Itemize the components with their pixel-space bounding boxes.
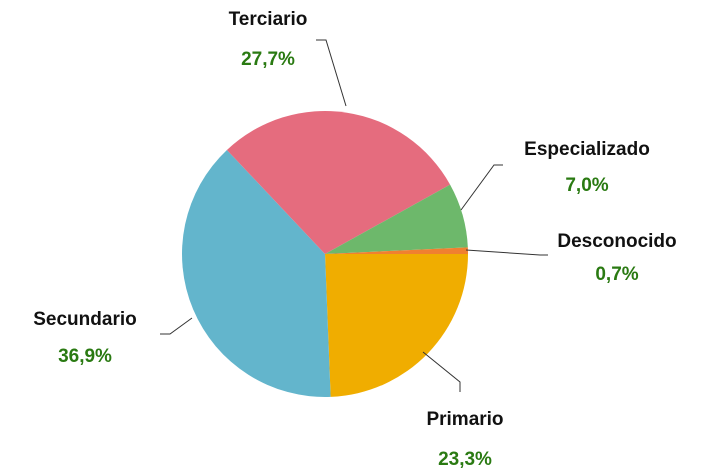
value-label: 27,7%	[241, 49, 295, 70]
category-label: Terciario	[229, 9, 308, 30]
pie-slice	[325, 184, 468, 254]
value-label: 23,3%	[438, 449, 492, 470]
category-label: Especializado	[524, 139, 650, 160]
pie-slice	[226, 111, 451, 255]
value-label: 7,0%	[565, 175, 608, 196]
leader-line	[460, 164, 503, 211]
value-label: 36,9%	[58, 346, 112, 367]
pie-slice	[325, 247, 468, 254]
category-label: Secundario	[33, 309, 136, 330]
leader-line	[316, 39, 347, 107]
pie-slice	[325, 254, 468, 397]
leader-line	[465, 249, 548, 256]
value-label: 0,7%	[595, 264, 638, 285]
pie-slice	[182, 149, 331, 397]
category-label: Desconocido	[557, 231, 676, 252]
category-label: Primario	[426, 409, 503, 430]
leader-line	[160, 317, 193, 335]
leader-line	[422, 351, 461, 392]
